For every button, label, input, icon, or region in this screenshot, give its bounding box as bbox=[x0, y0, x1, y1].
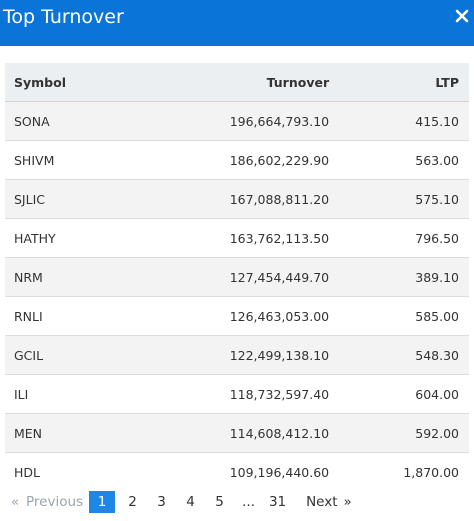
table-row: ILI 118,732,597.40 604.00 bbox=[5, 374, 469, 414]
table-row: GCIL 122,499,138.10 548.30 bbox=[5, 335, 469, 375]
cell-turnover: 109,196,440.60 bbox=[121, 452, 330, 491]
cell-symbol: RNLI bbox=[5, 296, 122, 336]
cell-ltp: 592.00 bbox=[329, 413, 469, 453]
page-ellipsis: ... bbox=[242, 494, 255, 510]
cell-turnover: 196,664,793.10 bbox=[121, 101, 330, 141]
cell-turnover: 163,762,113.50 bbox=[121, 218, 330, 258]
cell-turnover: 127,454,449.70 bbox=[121, 257, 330, 297]
cell-ltp: 548.30 bbox=[329, 335, 469, 375]
table-row: SHIVM 186,602,229.90 563.00 bbox=[5, 140, 469, 180]
cell-turnover: 118,732,597.40 bbox=[121, 374, 330, 414]
page-link-2[interactable]: 2 bbox=[128, 494, 137, 510]
cell-turnover: 114,608,412.10 bbox=[121, 413, 330, 453]
cell-symbol: MEN bbox=[5, 413, 122, 453]
cell-turnover: 126,463,053.00 bbox=[121, 296, 330, 336]
cell-ltp: 604.00 bbox=[329, 374, 469, 414]
table-row: RNLI 126,463,053.00 585.00 bbox=[5, 296, 469, 336]
cell-turnover: 186,602,229.90 bbox=[121, 140, 330, 180]
table-row: SJLIC 167,088,811.20 575.10 bbox=[5, 179, 469, 219]
page-link-3[interactable]: 3 bbox=[157, 494, 166, 510]
pagination: « Previous 1 2 3 4 5 ... 31 Next » bbox=[8, 490, 352, 514]
modal-header: Top Turnover bbox=[0, 0, 474, 46]
last-page-arrow-icon[interactable]: » bbox=[343, 494, 352, 510]
cell-symbol: ILI bbox=[5, 374, 122, 414]
cell-ltp: 796.50 bbox=[329, 218, 469, 258]
cell-symbol: SONA bbox=[5, 101, 122, 141]
turnover-table: Symbol Turnover LTP SONA 196,664,793.10 … bbox=[5, 63, 469, 491]
table-header-row: Symbol Turnover LTP bbox=[5, 63, 469, 102]
column-header-turnover[interactable]: Turnover bbox=[121, 63, 330, 102]
previous-page-link[interactable]: Previous bbox=[26, 494, 84, 510]
cell-symbol: SHIVM bbox=[5, 140, 122, 180]
cell-symbol: SJLIC bbox=[5, 179, 122, 219]
table-row: HATHY 163,762,113.50 796.50 bbox=[5, 218, 469, 258]
cell-ltp: 389.10 bbox=[329, 257, 469, 297]
cell-turnover: 167,088,811.20 bbox=[121, 179, 330, 219]
cell-symbol: HATHY bbox=[5, 218, 122, 258]
table-row: SONA 196,664,793.10 415.10 bbox=[5, 101, 469, 141]
page-link-1[interactable]: 1 bbox=[89, 491, 116, 513]
cell-symbol: NRM bbox=[5, 257, 122, 297]
next-page-link[interactable]: Next bbox=[306, 494, 338, 510]
page-link-5[interactable]: 5 bbox=[215, 494, 224, 510]
first-page-arrow-icon[interactable]: « bbox=[10, 494, 20, 510]
table-row: NRM 127,454,449.70 389.10 bbox=[5, 257, 469, 297]
cell-ltp: 563.00 bbox=[329, 140, 469, 180]
cell-ltp: 575.10 bbox=[329, 179, 469, 219]
column-header-symbol[interactable]: Symbol bbox=[5, 63, 122, 102]
cell-ltp: 415.10 bbox=[329, 101, 469, 141]
cell-ltp: 1,870.00 bbox=[329, 452, 469, 491]
cell-symbol: GCIL bbox=[5, 335, 122, 375]
cell-symbol: HDL bbox=[5, 452, 122, 491]
modal-title: Top Turnover bbox=[3, 6, 124, 28]
page-link-4[interactable]: 4 bbox=[186, 494, 195, 510]
table-row: MEN 114,608,412.10 592.00 bbox=[5, 413, 469, 453]
table-row: HDL 109,196,440.60 1,870.00 bbox=[5, 452, 469, 491]
column-header-ltp[interactable]: LTP bbox=[329, 63, 469, 102]
cell-ltp: 585.00 bbox=[329, 296, 469, 336]
cell-turnover: 122,499,138.10 bbox=[121, 335, 330, 375]
page-link-31[interactable]: 31 bbox=[268, 494, 287, 510]
close-icon[interactable] bbox=[455, 8, 469, 23]
